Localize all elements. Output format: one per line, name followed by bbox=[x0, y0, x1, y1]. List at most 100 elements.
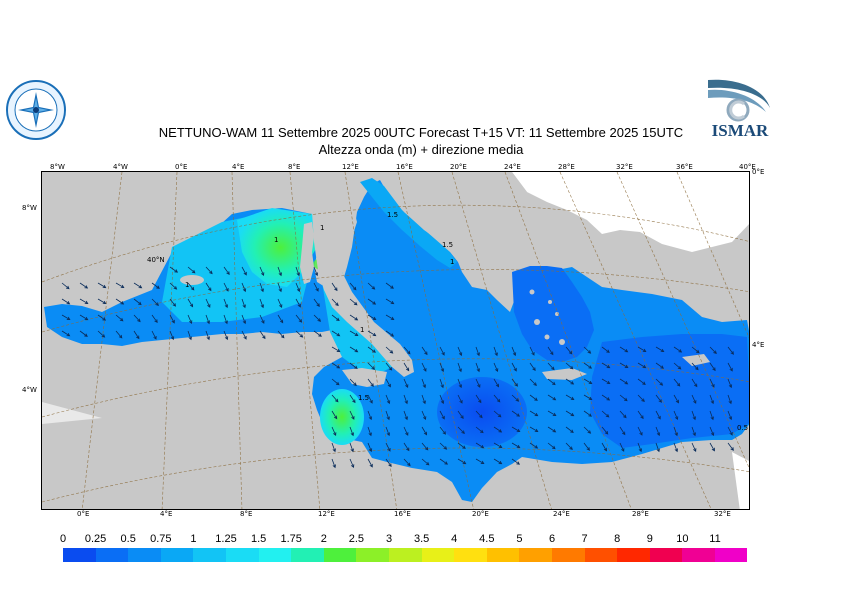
direction-arrow bbox=[709, 426, 715, 437]
direction-arrow bbox=[493, 378, 500, 388]
direction-arrow bbox=[601, 442, 607, 452]
direction-arrow bbox=[223, 298, 229, 309]
direction-arrow bbox=[547, 378, 556, 386]
direction-arrow bbox=[367, 346, 376, 353]
legend-swatch bbox=[584, 548, 618, 562]
direction-arrow bbox=[331, 346, 341, 352]
direction-arrow bbox=[421, 426, 428, 436]
direction-arrow bbox=[205, 282, 212, 292]
direction-arrow bbox=[439, 410, 445, 420]
direction-arrow bbox=[97, 298, 107, 305]
direction-arrow bbox=[421, 410, 427, 421]
legend-swatch bbox=[63, 548, 96, 562]
direction-arrow bbox=[565, 378, 575, 385]
direction-arrow bbox=[601, 426, 609, 435]
legend-swatch bbox=[421, 548, 455, 562]
legend-swatch bbox=[128, 548, 161, 562]
direction-arrow bbox=[547, 362, 555, 371]
direction-arrow bbox=[385, 442, 391, 452]
direction-arrow bbox=[331, 314, 340, 322]
direction-arrow bbox=[259, 314, 265, 324]
contour-label: 1 bbox=[185, 281, 189, 289]
compass-rose-seal-icon bbox=[3, 80, 69, 140]
direction-arrow bbox=[637, 362, 647, 369]
direction-arrow bbox=[493, 410, 502, 418]
direction-arrow bbox=[637, 394, 645, 403]
legend-swatch bbox=[551, 548, 585, 562]
direction-arrow bbox=[403, 442, 410, 452]
legend-label: 1.5 bbox=[250, 533, 267, 545]
direction-arrow bbox=[187, 330, 192, 341]
direction-arrow bbox=[79, 314, 89, 321]
direction-arrow bbox=[349, 362, 358, 370]
direction-arrow bbox=[403, 426, 409, 436]
balkans-land bbox=[387, 172, 527, 284]
ismar-logo-icon: ISMAR bbox=[708, 78, 772, 142]
tick-label: 4°W bbox=[22, 386, 37, 394]
direction-arrow bbox=[457, 458, 467, 465]
direction-arrow bbox=[601, 394, 611, 401]
direction-arrow bbox=[727, 346, 734, 355]
direction-arrow bbox=[475, 458, 485, 464]
direction-arrow bbox=[709, 442, 715, 452]
direction-arrow bbox=[385, 298, 395, 305]
tick-label: 8°W bbox=[22, 204, 37, 212]
direction-arrow bbox=[457, 378, 463, 389]
direction-arrow bbox=[277, 330, 285, 339]
legend-swatch bbox=[160, 548, 194, 562]
direction-arrow bbox=[331, 282, 338, 292]
direction-arrow bbox=[673, 426, 678, 437]
tick-label: 32°E bbox=[714, 510, 731, 518]
direction-arrow bbox=[151, 330, 157, 340]
direction-arrow bbox=[673, 346, 683, 353]
aegean-islands bbox=[529, 289, 565, 345]
direction-arrow bbox=[421, 346, 428, 356]
tick-label: 4°E bbox=[232, 163, 245, 171]
direction-arrow bbox=[565, 394, 575, 400]
direction-arrow bbox=[385, 282, 394, 289]
direction-arrow bbox=[421, 362, 427, 372]
direction-arrow bbox=[259, 330, 266, 340]
direction-arrow bbox=[133, 298, 142, 306]
legend-swatch bbox=[291, 548, 324, 562]
direction-arrow bbox=[673, 362, 682, 370]
direction-arrow bbox=[349, 282, 357, 291]
direction-arrow bbox=[655, 442, 660, 453]
tick-label: 8°E bbox=[288, 163, 301, 171]
tick-label: 12°E bbox=[342, 163, 359, 171]
direction-arrow bbox=[277, 282, 282, 293]
direction-arrow bbox=[169, 266, 179, 273]
direction-arrow bbox=[313, 266, 319, 277]
direction-arrow bbox=[619, 362, 629, 368]
legend-label: 0.5 bbox=[120, 533, 136, 545]
direction-arrow bbox=[511, 394, 520, 402]
direction-arrow bbox=[655, 410, 661, 420]
direction-arrow bbox=[583, 346, 592, 354]
direction-arrow bbox=[79, 298, 89, 304]
direction-arrow bbox=[331, 330, 341, 337]
tick-label: 20°E bbox=[472, 510, 489, 518]
legend-label: 1 bbox=[190, 533, 197, 545]
wave-height-map[interactable]: 1 1 1 1.5 1.5 1 0.5 1 1.5 40°N bbox=[41, 171, 750, 510]
direction-arrow bbox=[187, 298, 194, 308]
tick-label: 0°E bbox=[175, 163, 188, 171]
legend-label: 4.5 bbox=[479, 533, 495, 545]
direction-arrow bbox=[241, 266, 247, 276]
legend-label: 6 bbox=[548, 533, 556, 545]
wave-direction-arrows bbox=[61, 266, 734, 469]
direction-arrow bbox=[493, 346, 498, 357]
strait-sicily-high bbox=[320, 389, 364, 445]
direction-arrow bbox=[601, 378, 611, 384]
direction-arrow bbox=[187, 266, 196, 274]
direction-arrow bbox=[511, 362, 517, 372]
direction-arrow bbox=[295, 314, 303, 323]
direction-arrow bbox=[493, 362, 499, 373]
legend-swatch bbox=[323, 548, 357, 562]
contour-label: 1.5 bbox=[442, 241, 453, 249]
direction-arrow bbox=[529, 410, 539, 417]
direction-arrow bbox=[565, 362, 574, 370]
direction-arrow bbox=[385, 410, 390, 421]
legend-swatch bbox=[225, 548, 259, 562]
legend-label: 0.25 bbox=[84, 533, 107, 545]
direction-arrow bbox=[259, 282, 264, 293]
